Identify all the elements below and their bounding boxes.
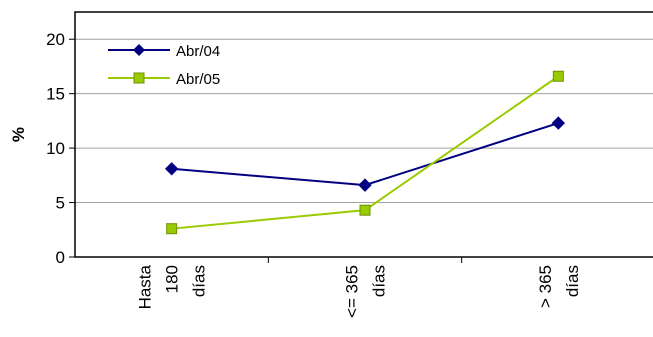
axis-labels: % Hasta 180 días <= 365 días > 365 días xyxy=(9,127,582,318)
y-tick-label: 0 xyxy=(56,248,65,267)
x-tick-label-line: > 365 xyxy=(536,265,555,308)
x-tick-label-line: días xyxy=(563,265,582,297)
series-line xyxy=(171,122,559,187)
y-tick-label: 15 xyxy=(46,85,65,104)
legend-marker xyxy=(133,72,145,84)
x-tick-label: <= 365 días xyxy=(343,265,389,318)
series-layer xyxy=(164,70,566,235)
x-tick-label-line: <= 365 xyxy=(343,265,362,318)
y-axis-title: % xyxy=(9,127,28,142)
x-tick-label: Hasta 180 días xyxy=(136,264,209,309)
legend-label: Abr/04 xyxy=(176,43,220,60)
x-tick-label: > 365 días xyxy=(536,265,582,308)
y-tick-label: 20 xyxy=(46,30,65,49)
legend-label: Abr/05 xyxy=(176,71,220,88)
legend: Abr/04 Abr/05 xyxy=(108,43,220,88)
legend-item: Abr/05 xyxy=(108,71,220,88)
plot-frame xyxy=(74,11,653,258)
x-tick-label-line: días xyxy=(370,265,389,297)
x-tick-label-line: 180 xyxy=(163,265,182,293)
x-tick-label-line: Hasta xyxy=(136,264,155,309)
gridlines xyxy=(75,38,653,204)
y-tick-label: 5 xyxy=(56,194,65,213)
data-point xyxy=(164,162,179,176)
y-tick-label: 10 xyxy=(46,139,65,158)
data-point xyxy=(358,178,372,192)
axes: 0 5 10 15 20 xyxy=(46,11,653,267)
data-point xyxy=(166,223,178,235)
data-point xyxy=(359,204,371,216)
data-point xyxy=(551,116,566,130)
data-point xyxy=(552,70,564,82)
x-tick-label-line: días xyxy=(190,265,209,297)
legend-item: Abr/04 xyxy=(108,43,220,60)
legend-marker xyxy=(133,44,145,56)
